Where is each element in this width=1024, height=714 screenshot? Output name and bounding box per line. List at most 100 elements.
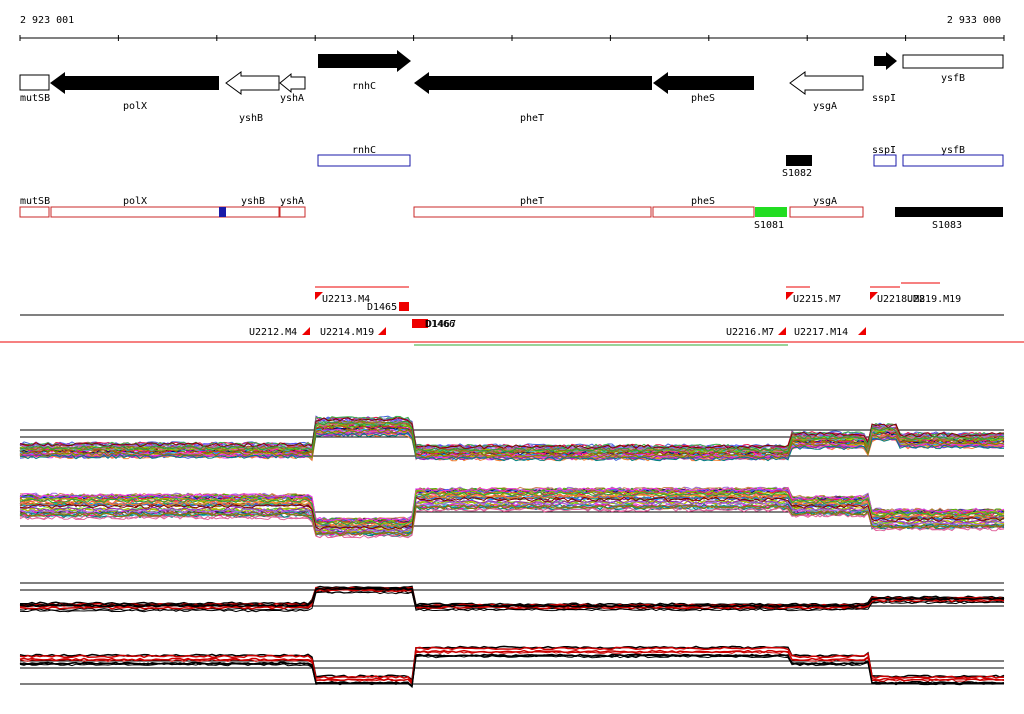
segment-block-D1465	[399, 302, 409, 311]
gene-track: mutSB polX yshB yshA rnhC pheT pheS ysgA…	[19, 50, 1004, 124]
gene-ysfB[interactable]	[902, 54, 1004, 69]
segment-marker-U2218	[870, 292, 878, 300]
segment-marker-U2214	[378, 327, 386, 335]
red-label-mutSB: mutSB	[20, 196, 50, 207]
segment-U2217[interactable]: U2217.M14	[794, 327, 848, 338]
label-S1083: S1083	[932, 220, 962, 231]
segment-D1466[interactable]: D1466	[425, 319, 455, 330]
gene-mutSB[interactable]	[19, 74, 50, 91]
blue-label-ysfB: ysfB	[941, 145, 965, 156]
red-label-yshA: yshA	[280, 196, 304, 207]
profile-line	[19, 587, 1005, 608]
gene-ysgA[interactable]	[789, 71, 864, 95]
profile-line	[19, 588, 1005, 610]
red-feature-track: mutSB polX yshB yshA pheT pheS S1081 ysg…	[19, 196, 1003, 231]
profile-line	[19, 487, 1005, 522]
profile-line	[20, 585, 1005, 607]
blue-feature-ysfB[interactable]	[902, 154, 1004, 167]
profile-line	[19, 506, 1005, 539]
profile-line	[19, 417, 1005, 450]
label-S1081: S1081	[754, 220, 784, 231]
profile-line	[19, 428, 1005, 459]
profile-line	[19, 649, 1005, 685]
blue-feature-sspI[interactable]	[873, 154, 897, 167]
feature-S1082[interactable]	[786, 155, 812, 166]
red-feature-polX[interactable]	[50, 206, 280, 218]
segment-U2219[interactable]: U2219.M19	[907, 294, 961, 305]
red-label-yshB: yshB	[241, 196, 265, 207]
profile-line	[19, 504, 1005, 537]
blue-marker	[219, 207, 226, 217]
segment-U2214[interactable]: U2214.M19	[320, 327, 374, 338]
coordinate-axis: 2 923 001 2 933 000	[19, 15, 1005, 41]
gene-pheT[interactable]	[414, 72, 652, 94]
red-label-polX: polX	[123, 196, 147, 207]
gene-label-polX: polX	[123, 101, 147, 112]
segment-D1465[interactable]: D1465	[367, 302, 397, 313]
gene-yshA[interactable]	[279, 72, 306, 94]
gene-label-rnhC: rnhC	[352, 81, 376, 92]
blue-feature-rnhC[interactable]	[317, 154, 411, 167]
segment-marker-U2212	[302, 327, 310, 335]
gene-rnhC[interactable]	[318, 50, 411, 72]
gene-pheS[interactable]	[653, 72, 754, 94]
gene-label-mutSB: mutSB	[20, 93, 50, 104]
gene-label-pheT: pheT	[520, 113, 544, 124]
profile-line	[19, 490, 1005, 525]
red-feature-ysgA[interactable]	[789, 206, 864, 218]
red-label-ysgA: ysgA	[813, 196, 837, 207]
profile-line	[19, 653, 1005, 688]
axis-ticks	[19, 35, 1005, 41]
segment-U2213[interactable]: U2213.M4	[322, 294, 370, 305]
gene-label-ysfB: ysfB	[941, 73, 965, 84]
expression-panel-3	[19, 582, 1005, 613]
gene-polX[interactable]	[50, 72, 219, 94]
segment-U2212[interactable]: U2212.M4	[249, 327, 297, 338]
expression-panel-4	[19, 645, 1005, 689]
profile-line	[19, 432, 1005, 462]
red-feature-pheS[interactable]	[652, 206, 755, 218]
feature-S1083[interactable]	[895, 207, 1003, 217]
profile-line	[19, 591, 1005, 613]
red-feature-mutSB[interactable]	[19, 206, 50, 218]
segment-U2218[interactable]: U2218.M8	[877, 294, 925, 305]
segment-track: U2213.M4 D1465 U2215.M7 U2218.M8 U2219.M…	[0, 282, 1024, 346]
gene-label-pheS: pheS	[691, 93, 715, 104]
profile-line	[19, 590, 1005, 611]
profile-line	[19, 646, 1005, 684]
profile-line	[19, 491, 1005, 526]
red-label-pheS: pheS	[691, 196, 715, 207]
profile-line	[19, 420, 1005, 453]
gene-label-yshA: yshA	[280, 93, 304, 104]
blue-label-sspI: sspI	[872, 145, 896, 156]
axis-end-label: 2 933 000	[947, 15, 1001, 26]
profile-line	[19, 496, 1005, 530]
segment-U2215[interactable]: U2215.M7	[793, 294, 841, 305]
profile-line	[19, 423, 1005, 455]
expression-panel-1	[19, 415, 1005, 462]
red-feature-yshA[interactable]	[279, 206, 306, 218]
gene-label-sspI: sspI	[872, 93, 896, 104]
feature-S1081[interactable]	[755, 207, 787, 217]
segment-marker-U2217	[858, 327, 866, 335]
segment-marker-U2216	[778, 327, 786, 335]
profile-line	[19, 650, 1005, 686]
segment-U2216[interactable]: U2216.M7	[726, 327, 774, 338]
axis-start-label: 2 923 001	[20, 15, 74, 26]
blue-label-rnhC: rnhC	[352, 145, 376, 156]
profile-line	[19, 503, 1005, 536]
gene-label-ysgA: ysgA	[813, 101, 837, 112]
segment-marker-U2215	[786, 292, 794, 300]
gene-label-yshB: yshB	[239, 113, 263, 124]
gene-yshB[interactable]	[225, 71, 280, 95]
red-label-pheT: pheT	[520, 196, 544, 207]
label-S1082: S1082	[782, 168, 812, 179]
expression-panel-2	[19, 486, 1005, 539]
segment-block-D1467	[412, 319, 428, 328]
gene-sspI[interactable]	[874, 52, 897, 70]
segment-D1467[interactable]: D1467	[426, 319, 456, 330]
segment-marker-U2213	[315, 292, 323, 300]
red-feature-pheT[interactable]	[413, 206, 652, 218]
blue-feature-track: rnhC S1082 sspI ysfB	[317, 145, 1004, 179]
